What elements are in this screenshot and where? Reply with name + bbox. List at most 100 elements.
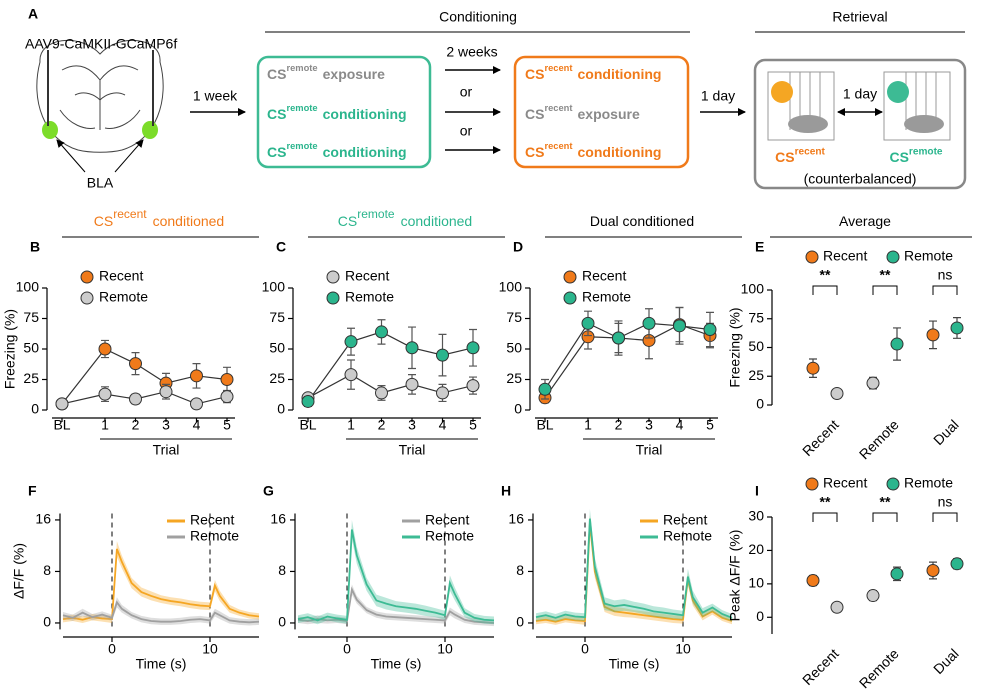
significance-label: ns [938,494,953,510]
y-tick-label: 0 [278,614,286,630]
legend-marker [886,477,900,491]
legend-label: Remote [663,528,712,544]
x-tick-label: 4 [439,417,447,433]
x-tick-label: 3 [408,417,416,433]
legend-marker [563,270,577,284]
x-tick-label: 2 [132,417,140,433]
gap-label: or [460,84,473,100]
data-point [581,316,595,330]
legend-label: Recent [823,248,867,264]
y-tick-label: 100 [499,279,523,295]
y-tick-label: 20 [748,541,764,557]
data-point [405,341,419,355]
cs-label: CS [267,106,286,122]
x-axis-label: Time (s) [371,656,422,672]
title-suffix: conditioned [153,213,225,229]
error-band [63,541,259,623]
legend-label: Remote [190,528,239,544]
series-line [544,323,711,399]
data-point [129,357,142,371]
x-tick-label: 1 [101,417,109,433]
significance-label: ** [880,494,891,510]
series-line [297,586,495,624]
y-tick-label: 25 [748,367,764,383]
x-tick-label: 3 [645,417,653,433]
x-tick-label: 4 [676,417,684,433]
y-tick-label: 0 [514,401,522,417]
x-tick-label: 4 [193,417,201,433]
data-point [866,589,880,603]
legend-label: Remote [425,528,474,544]
series-line [535,523,733,623]
chart-title: CSremote conditioned [338,207,472,229]
cs-label: CS [525,144,544,160]
y-tick-label: 0 [43,614,51,630]
y-tick-label: 16 [508,511,524,527]
series-line [535,518,733,619]
data-point [612,331,625,345]
significance-bracket [932,512,958,522]
significance-bracket [812,285,838,295]
data-point [830,600,844,614]
data-point [375,386,388,400]
data-point [926,328,940,342]
x-tick-label: BL [536,417,553,433]
y-tick-label: 0 [756,396,764,412]
data-point [950,557,964,571]
cs-superscript: remote [909,146,943,157]
data-point [890,567,904,581]
title-text: CS [338,213,357,229]
legend-label: Recent [345,268,389,284]
panel-letter: A [28,6,38,22]
cs-superscript: remote [286,104,317,114]
panel-letter: H [501,483,511,499]
x-tick-label: 0 [581,641,589,657]
data-point [55,397,69,411]
category-label: Dual [930,416,962,448]
cs-action: exposure [578,106,640,122]
legend-label: Recent [582,268,626,284]
legend-label: Recent [99,268,143,284]
x-tick-label: 1 [347,417,355,433]
y-tick-label: 50 [23,340,39,356]
region-label: BLA [87,175,114,191]
data-point [866,376,880,390]
title-text: Dual conditioned [590,213,694,229]
significance-label: ** [820,494,831,510]
cs-superscript: recent [544,104,572,114]
data-point [806,361,820,375]
legend-label: Remote [345,289,394,305]
x-tick-label: 1 [584,417,592,433]
legend-marker [80,270,94,284]
series-line [544,322,711,390]
chart-title: Average [839,213,891,229]
data-point [98,387,112,401]
series-line [62,600,260,624]
data-point [830,387,844,400]
y-tick-label: 8 [43,562,51,578]
gap-label: 2 weeks [446,44,497,60]
cs-label: CS [525,66,544,82]
data-point [890,337,904,351]
cs-superscript: recent [544,142,572,152]
panel-letter: F [28,483,37,499]
y-axis-label: Peak ΔF/F (%) [727,530,743,622]
interval-label: 1 day [701,88,735,104]
title-text: Average [839,213,891,229]
cs-action: exposure [323,66,385,82]
legend-marker [805,477,819,491]
category-label: Remote [856,416,902,462]
title-text: CS [94,213,113,229]
y-axis-label: Freezing (%) [727,307,743,387]
y-tick-label: 25 [23,370,39,386]
legend-marker [886,250,900,264]
y-tick-label: 75 [269,309,285,325]
brain-diagram [36,39,164,173]
cs-superscript: recent [544,64,572,74]
data-point [436,348,449,362]
title-superscript: remote [357,207,395,221]
y-tick-label: 75 [748,309,764,325]
x-tick-label: 5 [706,417,714,433]
y-tick-label: 0 [756,608,764,624]
legend-label: Remote [582,289,631,305]
